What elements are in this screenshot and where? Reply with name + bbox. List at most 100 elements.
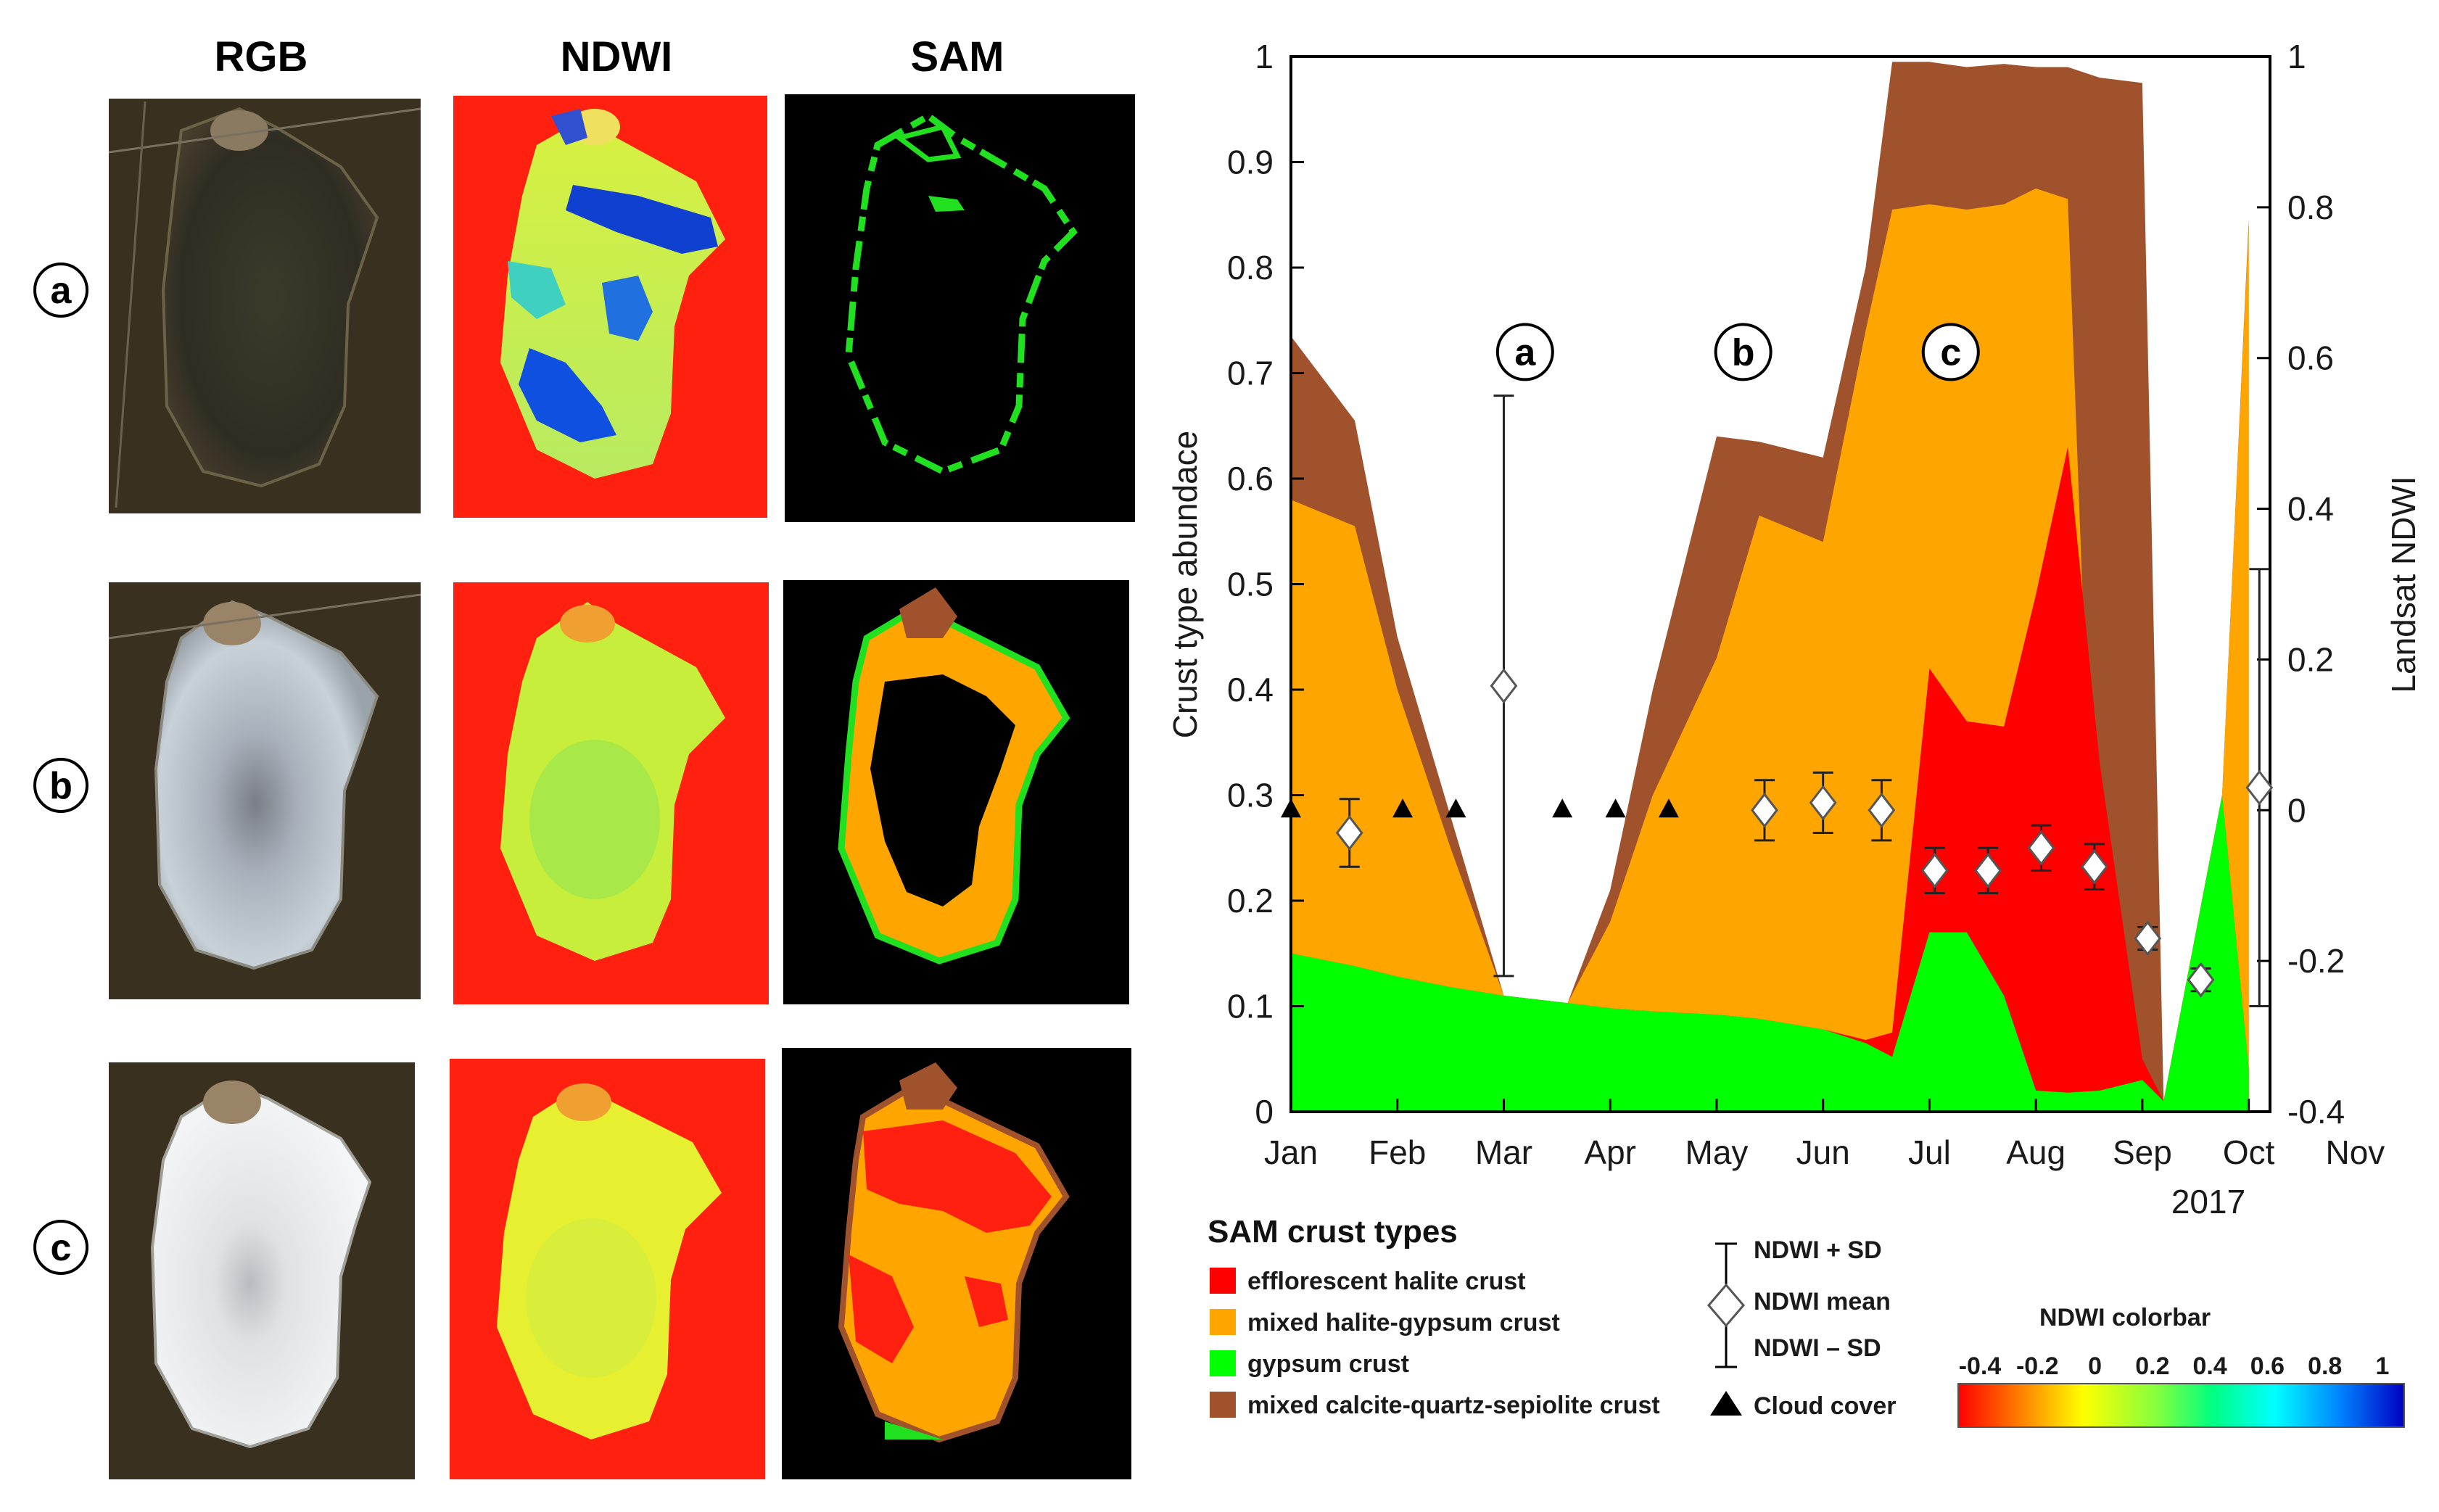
legend-ndwi-errorbar xyxy=(1707,1242,1745,1368)
x-tick-label: Sep xyxy=(2113,1133,2172,1171)
colorbar-tick-label: -0.4 xyxy=(1959,1352,2002,1380)
panel-ndwi-c xyxy=(450,1059,765,1479)
x-tick-label: Jul xyxy=(1908,1133,1951,1171)
legend-swatch-calcite xyxy=(1210,1392,1236,1418)
panel-rgb-a xyxy=(108,99,421,513)
colorbar-tick-label: 0.2 xyxy=(2135,1352,2169,1380)
cloud-cover-markers xyxy=(1281,798,1679,818)
panel-sam-c xyxy=(782,1048,1131,1479)
colorbar-tick-label: -0.2 xyxy=(2016,1352,2059,1380)
area-efflorescent-halite-crust xyxy=(1291,447,2249,1112)
x-tick-label: Jan xyxy=(1264,1133,1318,1171)
colorbar-tick-label: 1 xyxy=(2376,1352,2390,1380)
annotation-c: c xyxy=(1921,323,1980,381)
y-tick-label: 1 xyxy=(1255,38,1274,75)
row-label-c-text: c xyxy=(51,1227,72,1269)
y2-tick-label: 0.8 xyxy=(2287,189,2334,226)
y2-tick-label: 0 xyxy=(2287,791,2306,829)
panel-ndwi-b xyxy=(453,582,769,1004)
ndwi-mean-marker xyxy=(1335,815,1363,851)
legend-item-gypsum: gypsum crust xyxy=(1247,1350,1409,1378)
colorbar-tick-label: 0.4 xyxy=(2193,1352,2227,1380)
y-tick-label: 0.5 xyxy=(1227,566,1274,603)
y2-tick-label: 0.2 xyxy=(2287,640,2334,678)
x-tick-label: Aug xyxy=(2006,1133,2065,1171)
row-label-b: b xyxy=(33,758,88,813)
y2-tick-label: -0.2 xyxy=(2287,942,2345,980)
legend-title: SAM crust types xyxy=(1208,1214,1458,1249)
colorbar-tick-label: 0.8 xyxy=(2308,1352,2342,1380)
y-tick-label: 0.6 xyxy=(1227,460,1274,497)
y-axis-right: -0.4 -0.2 0 0.2 0.4 0.6 0.8 1 xyxy=(2257,38,2345,1131)
x-tick-label: Apr xyxy=(1584,1133,1636,1171)
ndwi-mean-marker xyxy=(2027,830,2055,866)
ndwi-mean-marker xyxy=(1868,792,1896,828)
legend-swatch-halite-gypsum xyxy=(1210,1309,1236,1335)
annotation-circle xyxy=(1495,323,1554,381)
panel-rgb-c xyxy=(109,1062,415,1479)
ndwi-mean-marker xyxy=(1809,785,1837,821)
legend-item-halite-gypsum: mixed halite-gypsum crust xyxy=(1247,1309,1560,1337)
year-label: 2017 xyxy=(2171,1183,2245,1220)
annotation-a: a xyxy=(1495,323,1554,381)
x-axis: Jan Feb Mar Apr May Jun Jul Aug Sep Oct Nov xyxy=(1264,1099,2385,1171)
x-tick-label: Mar xyxy=(1475,1133,1532,1171)
colorbar-ticks: -0.4 -0.2 0 0.2 0.4 0.6 0.8 1 xyxy=(1959,1352,2390,1380)
legend-item-halite: efflorescent halite crust xyxy=(1247,1268,1526,1295)
ndwi-mean-marker xyxy=(1751,792,1778,828)
panel-sam-b xyxy=(783,580,1129,1004)
x-tick-label: Nov xyxy=(2325,1133,2385,1171)
row-label-a: a xyxy=(33,263,88,318)
ndwi-mean-marker xyxy=(2245,769,2274,806)
annotation-circle xyxy=(1714,323,1772,381)
legend-swatch-gypsum xyxy=(1210,1350,1236,1376)
legend-ndwi-mean: NDWI mean xyxy=(1754,1288,1891,1315)
x-tick-label: May xyxy=(1685,1133,1749,1171)
legend-cloud-cover: Cloud cover xyxy=(1754,1392,1896,1420)
y-tick-label: 0.8 xyxy=(1227,249,1274,286)
colorbar-tick-label: 0.6 xyxy=(2250,1352,2285,1380)
y2-tick-label: 0.4 xyxy=(2287,490,2334,528)
ndwi-mean-marker xyxy=(1490,668,1518,704)
colorbar-tick-label: 0 xyxy=(2088,1352,2102,1380)
y-tick-label: 0.1 xyxy=(1227,988,1274,1025)
annotation-circle xyxy=(1921,323,1980,381)
panel-rgb-b xyxy=(108,582,421,999)
chart-areas xyxy=(1291,62,2249,1112)
x-tick-label: Jun xyxy=(1796,1133,1850,1171)
y-tick-label: 0.3 xyxy=(1227,777,1274,814)
legend-ndwi-minus: NDWI – SD xyxy=(1754,1334,1881,1362)
y-tick-label: 0 xyxy=(1255,1093,1274,1131)
legend-item-calcite: mixed calcite-quartz-sepiolite crust xyxy=(1247,1392,1660,1419)
y2-tick-label: -0.4 xyxy=(2287,1093,2345,1131)
cloud-cover-marker xyxy=(1605,798,1626,818)
x-tick-label: Feb xyxy=(1369,1133,1426,1171)
ndwi-mean-marker xyxy=(2080,848,2108,885)
annotation-text: b xyxy=(1732,331,1755,373)
chart-annotations: a b c xyxy=(1495,323,1980,381)
cloud-cover-marker xyxy=(1552,798,1573,818)
legend-triangle-icon xyxy=(1710,1391,1742,1416)
panel-sam-a xyxy=(785,94,1135,522)
colorbar-title: NDWI colorbar xyxy=(2039,1304,2211,1331)
y-tick-label: 0.7 xyxy=(1227,355,1274,392)
annotation-b: b xyxy=(1714,323,1772,381)
chart: 0 0.1 0.2 0.3 0.4 0.5 0.6 0.7 0.8 0.9 1 -0.4 -0.2 0 0… xyxy=(1166,38,2422,1220)
cloud-cover-marker xyxy=(1658,798,1679,818)
y-tick-label: 0.9 xyxy=(1227,144,1274,181)
y2-tick-label: 1 xyxy=(2287,38,2306,75)
cloud-cover-marker xyxy=(1281,798,1301,818)
column-header-ndwi: NDWI xyxy=(561,33,673,80)
row-label-c: c xyxy=(33,1220,88,1275)
legend-swatch-halite xyxy=(1210,1268,1236,1294)
y-axis-label: Crust type abundace xyxy=(1166,431,1204,739)
y2-tick-label: 0.6 xyxy=(2287,339,2334,377)
y2-axis-label: Landsat NDWI xyxy=(2385,476,2422,693)
colorbar-bar xyxy=(1957,1383,2405,1428)
x-tick-label: Oct xyxy=(2223,1133,2275,1171)
y-tick-label: 0.4 xyxy=(1227,671,1274,709)
annotation-text: c xyxy=(1940,331,1961,373)
column-header-rgb: RGB xyxy=(215,33,308,80)
annotation-text: a xyxy=(1514,331,1536,373)
